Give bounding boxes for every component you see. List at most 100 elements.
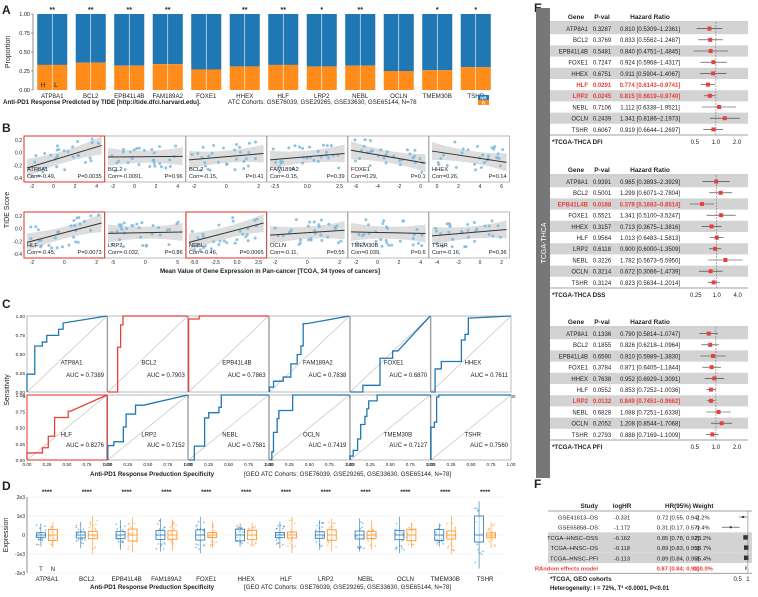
d-jitter-point <box>361 526 363 529</box>
b-point <box>43 166 47 170</box>
b-point <box>497 156 501 160</box>
d-jitter-point <box>437 541 440 543</box>
b-gene-label: TMEM30B <box>351 243 379 249</box>
b-point <box>435 241 439 245</box>
d-jitter-point <box>195 525 197 528</box>
b-point <box>496 224 500 228</box>
e-row-pval: 0.9564 <box>593 236 612 242</box>
panel-label-F: F <box>534 477 541 491</box>
b-point <box>141 243 145 247</box>
f-study-square <box>743 535 748 540</box>
b-point <box>381 222 385 226</box>
b-point <box>88 156 92 160</box>
b-point <box>387 243 391 247</box>
c-xtick: 0.50 <box>467 462 476 467</box>
d-jitter-point <box>360 546 362 549</box>
c-auc: AUC = 0.7581 <box>228 443 267 449</box>
b-ytick: 0.2 <box>15 214 22 220</box>
d-jitter-point <box>493 543 496 546</box>
d-jitter-point <box>236 525 238 527</box>
a-xtick: LRP2 <box>314 93 330 100</box>
b-point <box>441 244 445 248</box>
c-xtick: 0.50 <box>143 462 152 467</box>
c-xtick: 0.50 <box>386 462 395 467</box>
d-jitter-point <box>52 536 55 539</box>
e-hr-point <box>723 258 728 262</box>
f-xtick: 0.5 <box>734 577 743 583</box>
b-point <box>333 226 337 230</box>
d-sig: **** <box>321 489 332 496</box>
d-jitter-point <box>158 528 161 531</box>
d-jitter-point <box>288 519 291 522</box>
b-xtick: 0 <box>52 184 55 190</box>
b-point <box>196 236 200 240</box>
b-point <box>57 148 61 152</box>
d-jitter-point <box>164 543 166 545</box>
b-point <box>453 140 457 144</box>
b-point <box>130 224 134 228</box>
b-xtick: 2.5 <box>255 260 262 266</box>
b-point <box>479 165 483 169</box>
d-jitter-point <box>494 537 497 540</box>
b-point <box>454 165 458 169</box>
b-point <box>242 159 246 163</box>
b-xtick: 4 <box>419 260 422 266</box>
b-xtick: 2 <box>338 260 341 266</box>
b-point <box>47 243 51 247</box>
d-jitter-point <box>157 531 160 534</box>
d-jitter-point <box>170 541 173 544</box>
a-sig: * <box>320 7 323 14</box>
d-jitter-point <box>241 542 243 545</box>
d-jitter-point <box>173 527 176 530</box>
e-row-gene: LRP2 <box>573 94 589 100</box>
d-jitter-point <box>117 538 119 541</box>
b-point <box>254 140 258 144</box>
f-row-loghr: -0.162 <box>614 536 630 542</box>
b-point <box>405 148 409 152</box>
a-xtick: HLF <box>277 93 289 100</box>
e-row-gene: EPB41L4B <box>559 49 588 55</box>
c-diagonal <box>188 315 269 393</box>
f-header-hr: HR(95%) <box>665 503 691 510</box>
b-point <box>201 232 205 236</box>
b-point <box>445 222 449 226</box>
d-jitter-point <box>163 541 165 544</box>
b-pval: P=0.0035 <box>77 174 101 180</box>
b-point <box>355 241 359 245</box>
b-point <box>71 145 75 149</box>
b-fit-line <box>26 144 102 169</box>
d-jitter-point <box>44 529 47 532</box>
f-row-study: TCGA–HNSC–OS <box>551 546 598 552</box>
e-header-hr: Hazard Ratio <box>630 14 670 21</box>
e-row-hr: 0.815 [0.6819–0.9740] <box>620 94 681 100</box>
d-jitter-point <box>195 543 198 545</box>
b-gene-label: HLF <box>27 243 38 249</box>
a-xtick: OCLN <box>390 93 407 100</box>
a-xtick: TMEM30B <box>423 93 452 100</box>
f-pooled-diamond <box>745 565 747 571</box>
b-xtick: 0 <box>376 260 379 266</box>
e-row-gene: ATP8A1 <box>566 180 589 186</box>
d-sig: **** <box>161 489 172 496</box>
b-xtick: -2 <box>354 260 359 266</box>
b-fit-line <box>26 222 102 243</box>
b-point <box>319 218 323 222</box>
a-xtick: FAM189A2 <box>152 93 183 100</box>
c-xtick: 0.50 <box>305 462 314 467</box>
e-row-gene: OCLN <box>571 117 588 123</box>
c-ytick: 0.25 <box>16 442 26 448</box>
b-ylabel: TIDE Score <box>4 192 11 228</box>
e-row-pval: 0.6118 <box>593 247 612 253</box>
b-point <box>150 147 154 151</box>
b-point <box>241 232 245 236</box>
f-row-hr: 0.89 [0.84, 0.95] <box>657 556 699 562</box>
b-point <box>201 235 205 239</box>
b-point <box>319 233 323 237</box>
e-hr-point <box>711 354 716 358</box>
d-jitter-point <box>277 525 279 527</box>
f-row-stripe <box>548 532 752 543</box>
d-jitter-point <box>326 544 329 546</box>
a-ytick: 1.00 <box>19 12 30 18</box>
b-point <box>55 246 59 250</box>
b-point <box>117 159 121 163</box>
